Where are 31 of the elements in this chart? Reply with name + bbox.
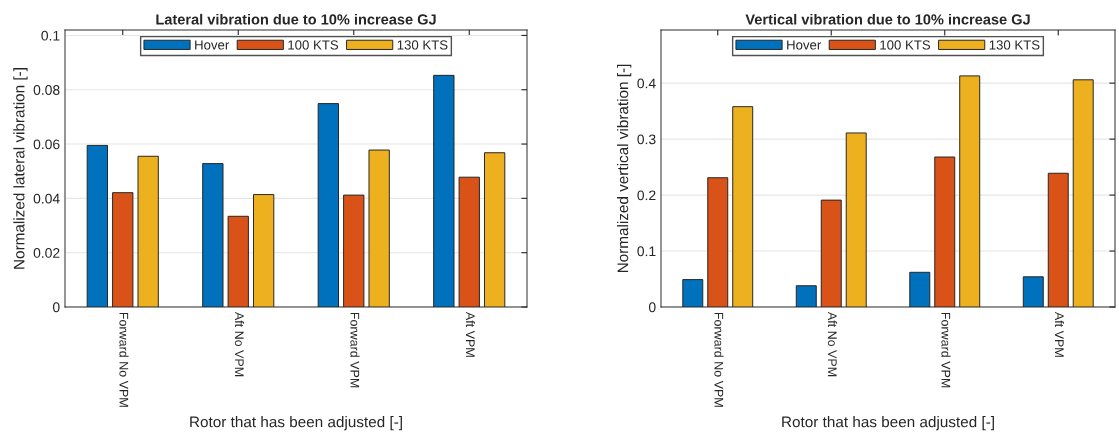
legend-label: 100 KTS	[880, 40, 931, 50]
x-tick-label: Forward No VPM	[119, 312, 129, 407]
chart-title: Vertical vibration due to 10% increase GJ	[745, 13, 1030, 25]
y-tick-label: 0.2	[637, 190, 656, 201]
x-tick-label: Forward VPM	[350, 312, 360, 388]
x-tick-label: Aft VPM	[465, 311, 476, 357]
y-axis-title: Normalized lateral vibration [-]	[13, 68, 28, 269]
x-tick-label: Aft No VPM	[234, 311, 245, 377]
x-axis-title: Rotor that has been adjusted [-]	[782, 416, 994, 431]
legend-label: Hover	[195, 40, 230, 50]
x-tick-label: Forward VPM	[941, 312, 951, 388]
x-tick-label: Aft VPM	[1054, 311, 1065, 357]
x-tick-label: Forward No VPM	[714, 312, 724, 407]
chart-title: Lateral vibration due to 10% increase GJ	[156, 13, 436, 25]
y-tick-label: 0.4	[637, 78, 656, 89]
y-tick-label: 0.1	[637, 246, 656, 257]
legend-label: Hover	[787, 40, 822, 50]
y-tick-label: 0.1	[41, 30, 60, 41]
legend-label: 100 KTS	[288, 40, 339, 50]
x-tick-label: Aft No VPM	[827, 311, 838, 377]
y-tick-label: 0.3	[637, 134, 656, 145]
y-axis-title: Normalized vertical vibration [-]	[617, 64, 632, 273]
y-tick-label: 0.08	[33, 85, 60, 95]
legend-label: 130 KTS	[989, 40, 1040, 50]
y-tick-label: 0	[648, 302, 656, 313]
y-tick-label: 0.02	[33, 248, 60, 258]
y-tick-label: 0	[52, 302, 60, 313]
y-tick-label: 0.06	[33, 139, 60, 150]
x-axis-title: Rotor that has been adjusted [-]	[190, 416, 402, 431]
legend-label: 130 KTS	[397, 40, 448, 50]
y-tick-label: 0.04	[33, 193, 60, 204]
